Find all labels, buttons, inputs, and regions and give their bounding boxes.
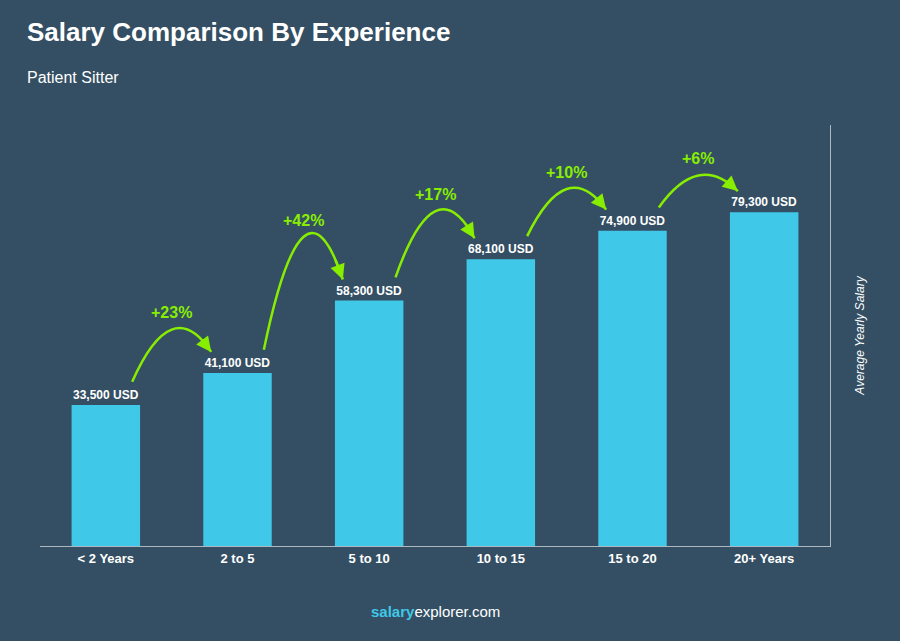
svg-text:5 to 10: 5 to 10 (349, 551, 390, 566)
svg-text:+10%: +10% (546, 164, 587, 181)
svg-text:68,100 USD: 68,100 USD (468, 242, 534, 256)
svg-text:41,100 USD: 41,100 USD (205, 356, 271, 370)
svg-text:+6%: +6% (682, 150, 714, 167)
svg-text:20+ Years: 20+ Years (734, 551, 794, 566)
svg-text:74,900 USD: 74,900 USD (600, 214, 666, 228)
svg-text:+17%: +17% (415, 186, 456, 203)
svg-text:Average Yearly Salary: Average Yearly Salary (853, 275, 867, 395)
svg-text:33,500 USD: 33,500 USD (73, 388, 139, 402)
svg-text:Salary Comparison By Experienc: Salary Comparison By Experience (27, 17, 450, 47)
svg-text:+23%: +23% (151, 304, 192, 321)
svg-text:salaryexplorer.com: salaryexplorer.com (371, 603, 500, 620)
svg-text:2 to 5: 2 to 5 (221, 551, 255, 566)
svg-text:10 to 15: 10 to 15 (477, 551, 525, 566)
svg-text:15 to 20: 15 to 20 (608, 551, 656, 566)
svg-text:+42%: +42% (283, 212, 324, 229)
svg-text:58,300 USD: 58,300 USD (336, 284, 402, 298)
svg-text:< 2 Years: < 2 Years (78, 551, 135, 566)
svg-text:Patient Sitter: Patient Sitter (27, 69, 119, 86)
svg-text:79,300 USD: 79,300 USD (731, 195, 797, 209)
